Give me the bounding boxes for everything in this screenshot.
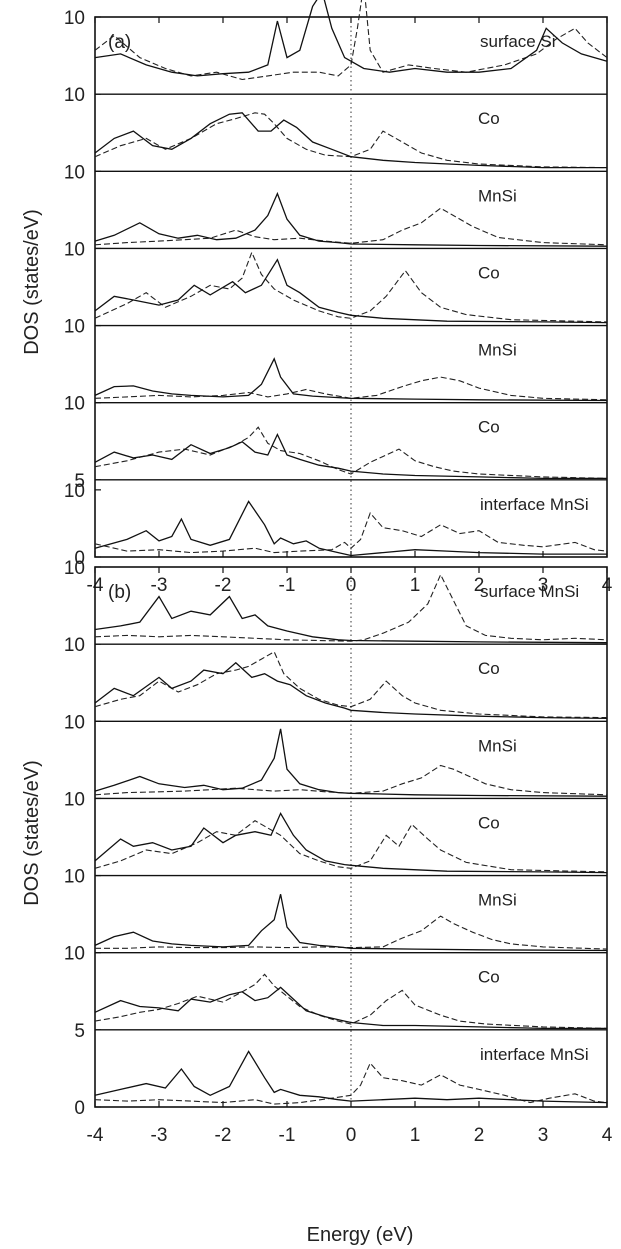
- x-tick-label: 1: [410, 1125, 421, 1146]
- y-axis-title-a: DOS (states/eV): [21, 209, 43, 355]
- x-tick-label: -2: [215, 1125, 232, 1146]
- dos-curve-solid: [94, 894, 608, 952]
- strip-label: MnSi: [478, 736, 517, 755]
- y-tick-label: 0: [74, 1098, 85, 1119]
- y-tick-label: 10: [64, 239, 85, 260]
- y-tick-label: 10: [64, 8, 85, 29]
- strip-label: MnSi: [478, 891, 517, 910]
- y-axis-title-b: DOS (states/eV): [21, 760, 43, 906]
- x-tick-label: -1: [279, 1125, 296, 1146]
- dos-curve-solid: [94, 811, 608, 874]
- panel-tag: (a): [108, 32, 131, 53]
- y-tick-label: 10: [64, 944, 85, 965]
- dos-curve-solid: [94, 500, 607, 557]
- dos-curve-dashed: [94, 0, 608, 81]
- x-tick-label: 3: [538, 575, 549, 596]
- x-axis-title: Energy (eV): [307, 1224, 414, 1246]
- x-tick-label: -3: [151, 1125, 168, 1146]
- dos-curve-dashed: [94, 207, 608, 246]
- x-tick-label: 2: [474, 575, 485, 596]
- strip-label: Co: [478, 418, 500, 437]
- y-tick-label: 10: [64, 162, 85, 183]
- dos-curve-solid: [94, 728, 608, 797]
- y-tick-label: 10: [64, 481, 85, 502]
- y-tick-label: 10: [64, 635, 85, 656]
- panel-a: -4-3-2-101234051010101010102interface Mn…: [64, 0, 613, 596]
- dos-curve-dashed: [94, 250, 608, 323]
- dos-curve-solid: [94, 986, 607, 1030]
- strip-label: Co: [478, 968, 500, 987]
- dos-curve-solid: [94, 432, 607, 480]
- dos-curve-dashed: [94, 973, 608, 1029]
- dos-curve-solid: [94, 112, 607, 169]
- y-tick-label: 0: [74, 548, 85, 569]
- dos-curve-solid: [94, 595, 608, 644]
- dos-curve-solid: [94, 258, 608, 324]
- strip-label: Co: [478, 813, 500, 832]
- y-tick-label: 10: [64, 867, 85, 888]
- dos-curve-dashed: [94, 1062, 608, 1105]
- x-tick-label: 1: [410, 575, 421, 596]
- dos-curve-dashed: [94, 651, 608, 719]
- strip-label: MnSi: [478, 186, 517, 205]
- dos-curve-solid: [94, 0, 608, 77]
- y-tick-label: 10: [64, 789, 85, 810]
- strip-label: surface MnSi: [480, 582, 579, 601]
- y-tick-label: 5: [74, 471, 85, 492]
- dos-curve-dashed: [94, 512, 608, 554]
- dos-curve-dashed: [95, 915, 608, 950]
- strip-label: Co: [478, 659, 500, 678]
- y-tick-label: 10: [64, 85, 85, 106]
- x-tick-label: 4: [602, 1125, 613, 1146]
- x-tick-label: -2: [215, 575, 232, 596]
- x-tick-label: 0: [346, 1125, 357, 1146]
- dos-curve-dashed: [94, 426, 608, 479]
- strip-label: MnSi: [478, 341, 517, 360]
- x-tick-label: 2: [474, 1125, 485, 1146]
- x-tick-label: -3: [151, 575, 168, 596]
- dos-curve-dashed: [94, 573, 608, 642]
- dos-curve-solid: [94, 191, 608, 247]
- strip-label: Co: [478, 263, 500, 282]
- x-tick-label: -4: [87, 1125, 104, 1146]
- strip-label: interface MnSi: [480, 495, 589, 514]
- strip-label: Co: [478, 109, 500, 128]
- y-tick-label: 10: [64, 317, 85, 338]
- y-tick-label: 5: [74, 1021, 85, 1042]
- dos-curve-solid: [94, 1050, 608, 1104]
- dos-curve-dashed: [94, 112, 608, 169]
- dos-curve-solid: [94, 357, 608, 402]
- x-tick-label: 3: [538, 1125, 549, 1146]
- strip-label: surface Si: [480, 32, 556, 51]
- y-tick-label: 10: [64, 558, 85, 579]
- y-tick-label: 10: [64, 712, 85, 733]
- dos-curve-solid: [94, 661, 608, 720]
- strip-label: interface MnSi: [480, 1045, 589, 1064]
- panel-tag: (b): [108, 582, 131, 603]
- y-tick-label: 10: [64, 394, 85, 415]
- dos-curve-dashed: [94, 376, 608, 401]
- x-tick-label: -1: [279, 575, 296, 596]
